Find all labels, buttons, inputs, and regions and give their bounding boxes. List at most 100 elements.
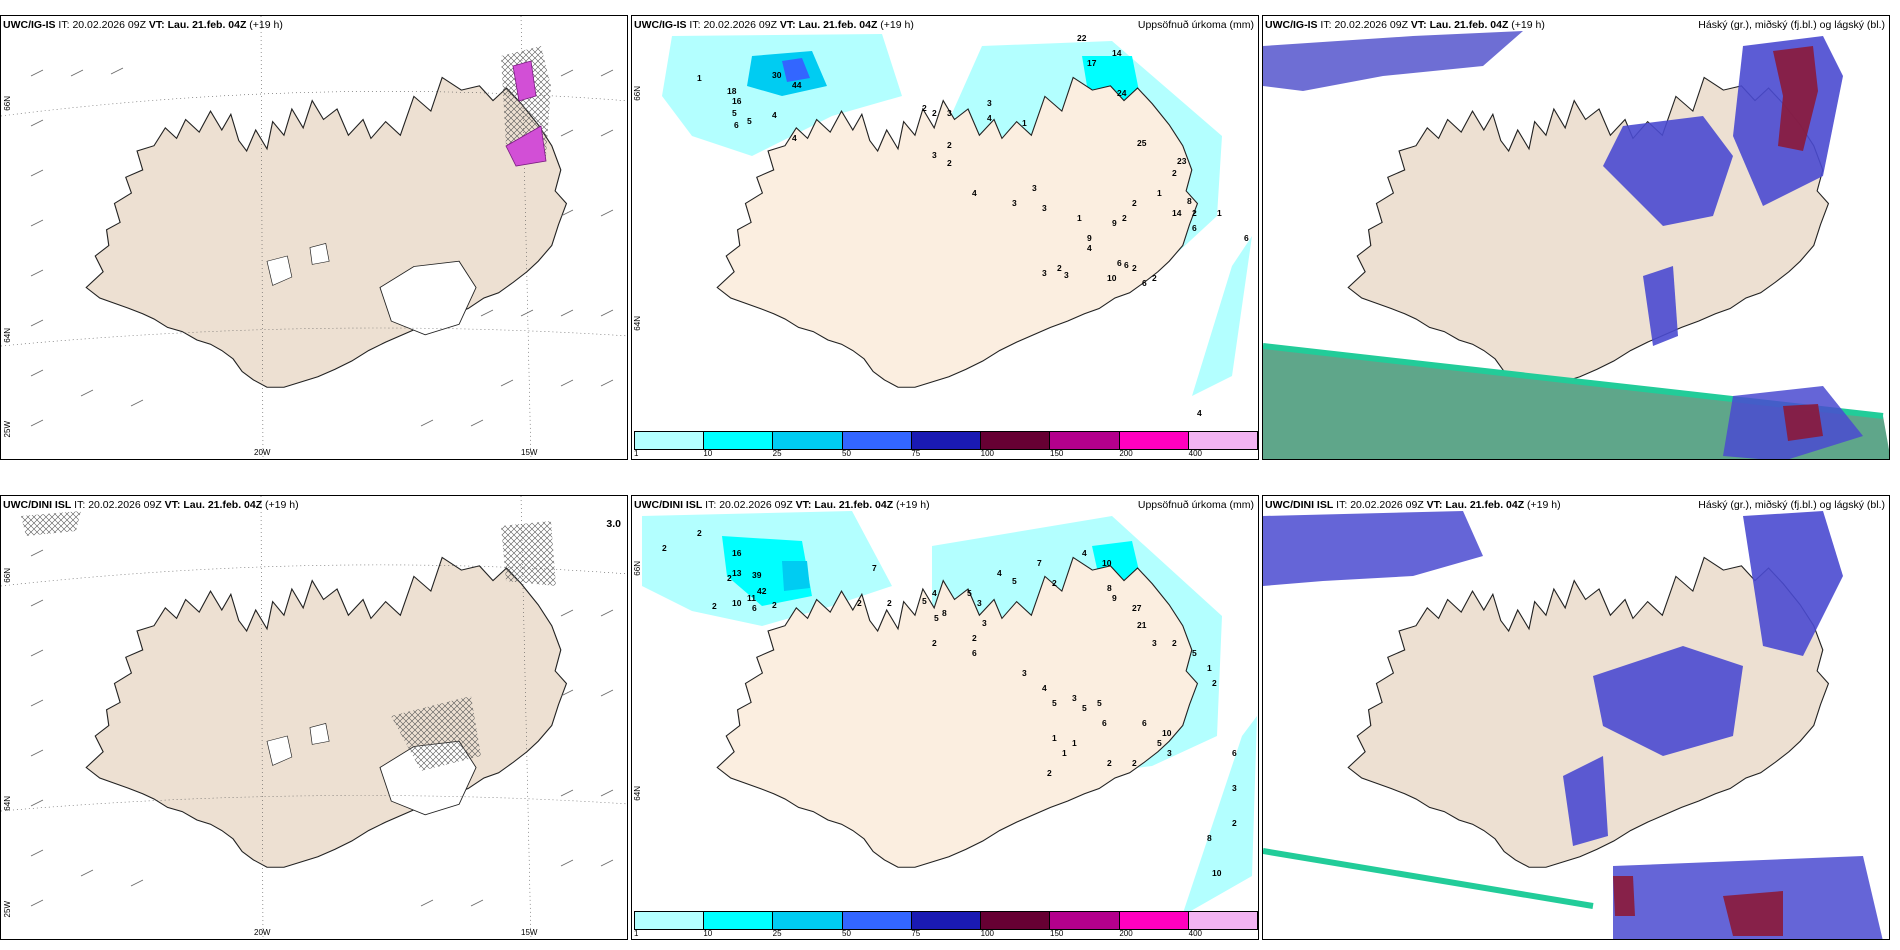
precip-value-label: 6 [972,648,977,658]
precip-value-label: 10 [1162,728,1172,738]
precip-value-label: 2 [857,598,862,608]
precip-value-label: 11 [747,593,756,603]
precip-value-label: 4 [1087,243,1092,253]
precip-value-label: 2 [1172,168,1177,178]
panel-variable-title: Háský (gr.), miðský (fj.bl.) og lágský (… [1698,499,1885,511]
precip-value-label: 42 [757,586,767,596]
lat-label-64n: 64N [633,316,642,331]
precip-value-label: 27 [1132,603,1142,613]
precip-value-label: 4 [772,110,777,120]
precip-value-label: 6 [1124,260,1129,270]
colorbar-cell [1050,432,1120,449]
precip-value-label: 3 [1152,638,1157,648]
lon-label-20w: 20W [254,448,271,457]
snow-hatch-area [501,46,551,167]
precip-value-label: 14 [1112,48,1122,58]
precip-value-label: 23 [1177,156,1187,166]
precip-value-label: 4 [987,113,992,123]
precip-colorbar: 1 10 25 50 75 100 150 200 400 [632,429,1258,459]
panel-title: UWC/DINI ISL IT: 20.02.2026 09Z VT: Lau.… [1265,499,1561,511]
precip-value-label: 6 [752,603,757,613]
colorbar-cell [911,432,982,449]
colorbar-cell [635,912,705,929]
lon-label-20w: 20W [254,928,271,937]
panel-variable-title: Uppsöfnuð úrkoma (mm) [1137,19,1254,31]
precip-value-label: 5 [1157,738,1162,748]
precip-value-label: 6 [1192,223,1197,233]
precip-value-label: 13 [732,568,742,578]
precip-value-label: 44 [792,80,802,90]
precip-colorbar: 1 10 25 50 75 100 150 200 400 [632,909,1258,939]
colorbar-cell [981,432,1051,449]
colorbar-cell [773,432,843,449]
precip-value-label: 2 [1232,818,1237,828]
precip-value-label: 5 [967,588,972,598]
colorbar-label: 50 [842,449,851,458]
precip-value-label: 2 [932,638,937,648]
colorbar-label: 400 [1188,449,1203,458]
wind-map [1,496,627,939]
precip-value-label: 6 [1244,233,1249,243]
lat-label-66n: 66N [3,568,12,583]
precip-value-label: 3 [987,98,992,108]
precip-value-label: 9 [1112,218,1117,228]
precip-value-label: 10 [1212,868,1222,878]
precip-value-label: 3 [1012,198,1017,208]
precip-value-label: 1 [1022,118,1027,128]
precip-value-label: 2 [947,140,952,150]
precip-value-label: 5 [1192,648,1197,658]
precip-value-label: 8 [942,608,947,618]
panel-bot-mid-precip: UWC/DINI ISL IT: 20.02.2026 09Z VT: Lau.… [631,495,1259,940]
colorbar-label: 100 [980,449,995,458]
panel-title: UWC/DINI ISL IT: 20.02.2026 09Z VT: Lau.… [3,499,299,511]
precip-value-label: 6 [734,120,739,130]
precip-value-label: 1 [1052,733,1057,743]
lat-label-66n: 66N [633,86,642,101]
colorbar-label: 150 [1050,449,1064,458]
colorbar-cell [1119,432,1189,449]
precip-value-label: 3 [1042,268,1047,278]
precip-value-label: 7 [872,563,877,573]
precip-value-label: 2 [772,600,777,610]
colorbar-label: 400 [1188,929,1203,938]
panel-title: UWC/DINI ISL IT: 20.02.2026 09Z VT: Lau.… [634,499,930,511]
precip-value-label: 2 [922,103,927,113]
colorbar-label: 1 [634,449,639,458]
precip-value-label: 2 [972,633,977,643]
lat-label-66n: 66N [633,561,642,576]
precip-value-label: 5 [747,116,752,126]
precip-value-label: 5 [1012,576,1017,586]
wind-barbs [30,549,614,907]
panel-top-mid-precip: UWC/IG-IS IT: 20.02.2026 09Z VT: Lau. 21… [631,15,1259,460]
precip-value-label: 2 [1057,263,1062,273]
precip-value-label: 4 [972,188,977,198]
precip-value-label: 4 [997,568,1002,578]
precip-value-label: 1 [1062,748,1067,758]
precip-value-label: 5 [1082,703,1087,713]
panel-top-left-wind: UWC/IG-IS IT: 20.02.2026 09Z VT: Lau. 21… [0,15,628,460]
precip-value-label: 2 [1052,578,1057,588]
lon-label-15w: 15W [521,448,538,457]
cloud-map [1263,511,1889,939]
precip-value-label: 22 [1077,33,1087,43]
lat-label-64n: 64N [3,796,12,811]
lat-label-25w: 25W [3,421,12,438]
precip-value-label: 21 [1137,620,1147,630]
precip-value-label: 6 [1102,718,1107,728]
precip-value-label: 4 [932,588,937,598]
lat-label-25w: 25W [3,901,12,918]
precip-value-label: 17 [1087,58,1097,68]
precip-value-label: 30 [772,70,782,80]
precip-value-label: 25 [1137,138,1147,148]
precip-value-label: 1 [1217,208,1222,218]
colorbar-label: 200 [1119,929,1133,938]
colorbar-label: 150 [1050,929,1064,938]
panel-variable-title: Uppsöfnuð úrkoma (mm) [1137,499,1254,511]
precip-value-label: 2 [947,158,952,168]
wind-map [1,16,627,459]
cloud-map [1263,31,1889,459]
precip-value-label: 16 [732,96,742,106]
colorbar-label: 75 [911,929,921,938]
